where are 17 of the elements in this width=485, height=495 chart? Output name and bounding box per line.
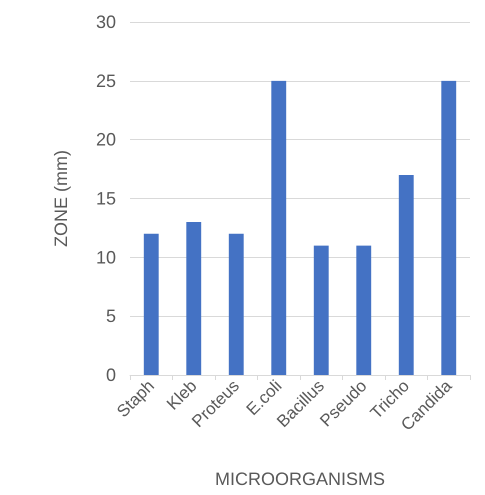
bar [314,246,329,375]
y-axis-title: ZONE (mm) [51,150,71,247]
y-tick-label: 0 [106,365,116,385]
y-tick-label: 5 [106,306,116,326]
bar [398,174,414,375]
bar [356,246,372,375]
y-tick-label: 25 [96,70,116,91]
y-tick-label: 10 [96,247,116,268]
bar [228,234,244,375]
y-tick-label: 20 [96,130,116,150]
bar [441,80,456,375]
y-tick-label: 30 [96,12,116,32]
bar [186,222,202,375]
bar [144,234,159,375]
y-tick-label: 15 [96,188,116,208]
x-axis-title: MICROORGANISMS [214,469,386,489]
bar [271,80,286,375]
